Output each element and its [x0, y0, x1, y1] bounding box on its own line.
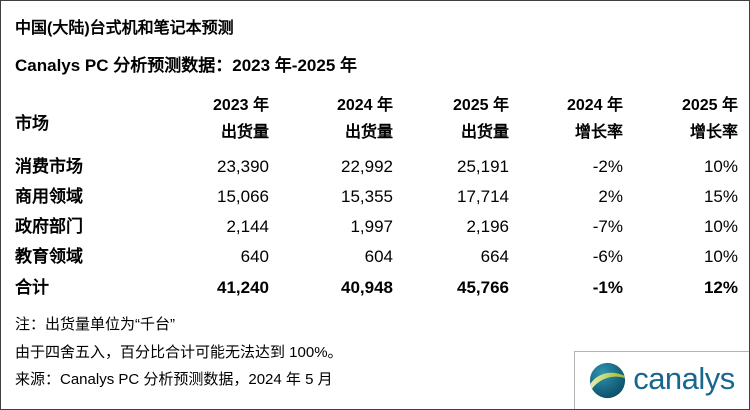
footnotes: 注：出货量单位为“千台” 由于四舍五入，百分比合计可能无法达到 100%。 来源…: [15, 311, 736, 394]
column-header-metric: 出货量: [220, 124, 269, 141]
cell-commercial-2025-growth: 15%: [703, 187, 738, 206]
row-label-total: 合计: [15, 278, 49, 297]
cell-total-2025-growth: 12%: [703, 278, 738, 297]
cell-consumer-2024-growth: -2%: [592, 157, 623, 176]
cell-government-2023-shipments: 2,144: [226, 217, 269, 236]
column-header-2025-growth: 2025 年 增长率: [623, 90, 738, 152]
column-header-year: 2025 年: [681, 97, 738, 114]
page-subtitle: Canalys PC 分析预测数据：2023 年-2025 年: [15, 56, 358, 75]
row-label-commercial: 商用领域: [15, 187, 83, 206]
cell-government-2024-shipments: 1,997: [350, 217, 393, 236]
cell-total-2024-growth: -1%: [592, 278, 623, 297]
column-header-2025-shipments: 2025 年 出货量: [393, 90, 509, 152]
cell-commercial-2023-shipments: 15,066: [217, 187, 269, 206]
cell-commercial-2025-shipments: 17,714: [457, 187, 509, 206]
cell-total-2023-shipments: 41,240: [217, 278, 269, 297]
column-header-metric: 增长率: [574, 124, 623, 141]
row-label-education: 教育领域: [15, 247, 83, 266]
column-header-metric: 出货量: [344, 124, 393, 141]
note-source: 来源：Canalys PC 分析预测数据，2024 年 5 月: [15, 371, 333, 388]
note-unit: 注：出货量单位为“千台”: [15, 316, 175, 333]
cell-education-2025-shipments: 664: [480, 247, 509, 266]
cell-consumer-2025-growth: 10%: [703, 157, 738, 176]
canalys-logo-text: canalys: [633, 361, 735, 396]
column-header-2023-shipments: 2023 年 出货量: [149, 90, 269, 152]
cell-education-2025-growth: 10%: [703, 247, 738, 266]
cell-total-2024-shipments: 40,948: [341, 278, 393, 297]
cell-commercial-2024-shipments: 15,355: [341, 187, 393, 206]
column-header-metric: 增长率: [689, 124, 738, 141]
column-header-market: 市场: [15, 113, 49, 133]
column-header-2024-growth: 2024 年 增长率: [509, 90, 623, 152]
column-header-2024-shipments: 2024 年 出货量: [269, 90, 393, 152]
canalys-logo: canalys: [574, 351, 749, 409]
note-rounding: 由于四舍五入，百分比合计可能无法达到 100%。: [15, 343, 343, 361]
column-header-metric: 出货量: [460, 124, 509, 141]
cell-education-2024-shipments: 604: [364, 247, 393, 266]
cell-commercial-2024-growth: 2%: [598, 187, 623, 206]
row-label-consumer: 消费市场: [15, 157, 83, 176]
cell-government-2025-growth: 10%: [703, 217, 738, 236]
row-label-government: 政府部门: [15, 217, 83, 236]
cell-education-2023-shipments: 640: [240, 247, 269, 266]
forecast-table: 市场 2023 年 出货量 2024 年 出货量 2025 年 出货量 2024…: [15, 90, 738, 304]
column-header-year: 2025 年: [452, 97, 509, 114]
column-header-year: 2024 年: [336, 97, 393, 114]
cell-consumer-2025-shipments: 25,191: [457, 157, 509, 176]
cell-government-2025-shipments: 2,196: [466, 217, 509, 236]
page-title: 中国(大陆)台式机和笔记本预测: [15, 20, 234, 37]
column-header-year: 2024 年: [566, 97, 623, 114]
cell-consumer-2023-shipments: 23,390: [217, 157, 269, 176]
cell-education-2024-growth: -6%: [592, 247, 623, 266]
cell-consumer-2024-shipments: 22,992: [341, 157, 393, 176]
canalys-globe-icon: [589, 362, 626, 399]
cell-government-2024-growth: -7%: [592, 217, 623, 236]
cell-total-2025-shipments: 45,766: [457, 278, 509, 297]
column-header-year: 2023 年: [212, 97, 269, 114]
